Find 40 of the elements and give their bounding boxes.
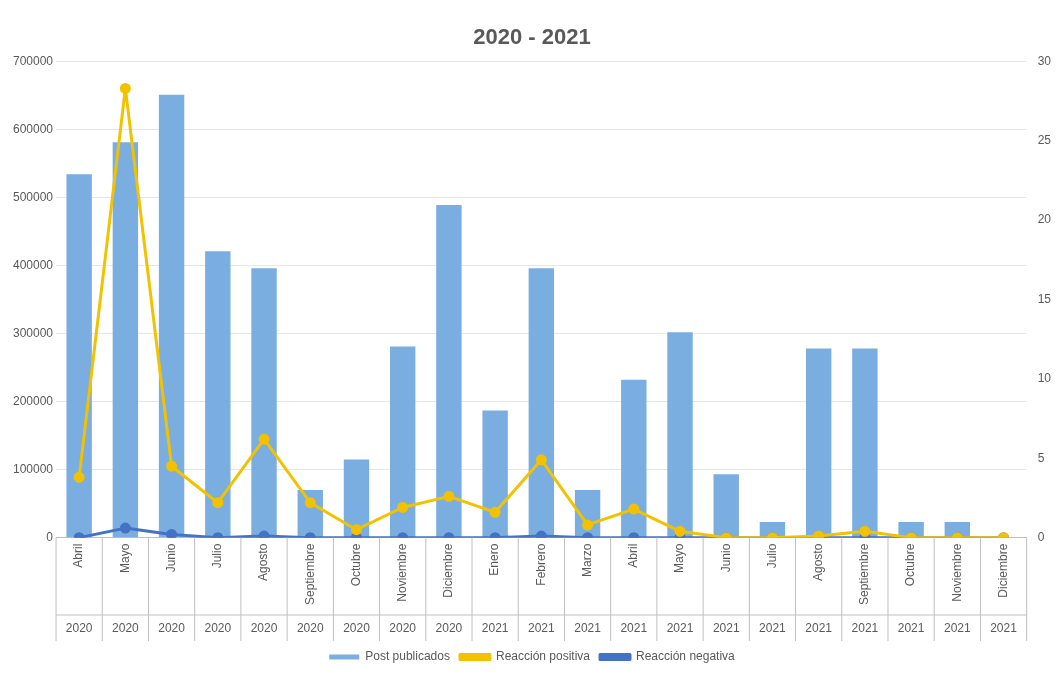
category-label: Julio 2020: [204, 543, 232, 636]
y-tick-label: 300000: [13, 325, 54, 340]
legend-label: Reacción positiva: [495, 649, 591, 664]
category-label: Septiembre 2021: [851, 543, 879, 636]
y2-tick-label: 25: [1037, 133, 1052, 148]
category-label: Abril 2021: [620, 543, 648, 636]
category-label: Junio 2021: [712, 543, 740, 636]
category-label: Enero 2021: [481, 543, 509, 636]
y-tick-label: 600000: [13, 121, 54, 136]
category-label: Abril 2020: [65, 543, 93, 636]
y2-tick-label: 0: [1037, 529, 1045, 544]
y-tick-label: 500000: [13, 189, 54, 204]
category-label: Diciembre 2020: [435, 543, 463, 636]
category-label: Noviembre 2020: [389, 543, 417, 636]
y2-tick-label: 30: [1037, 53, 1052, 68]
category-label: Diciembre 2021: [990, 543, 1017, 636]
category-label: Agosto 2021: [805, 543, 833, 636]
legend-label: Post publicados: [365, 649, 450, 664]
category-label: Septiembre 2020: [296, 543, 324, 636]
y2-tick-label: 5: [1037, 450, 1045, 465]
chart-title: 2020 - 2021: [473, 24, 591, 50]
y-tick-label: 400000: [13, 257, 54, 272]
category-label: Julio 2021: [759, 543, 786, 636]
y-tick-label: 200000: [13, 393, 54, 408]
category-label: Octubre 2020: [343, 543, 370, 636]
category-label: Mayo 2021: [666, 543, 694, 636]
category-label: Agosto 2020: [250, 543, 278, 636]
y2-tick-label: 20: [1037, 212, 1052, 227]
y-tick-label: 700000: [13, 53, 54, 68]
y-tick-label: 100000: [13, 461, 54, 476]
y2-tick-label: 15: [1037, 291, 1052, 306]
category-label: Marzo 2021: [574, 543, 601, 636]
category-label: Mayo 2020: [112, 543, 139, 636]
category-label: Octubre 2021: [897, 543, 925, 636]
category-label: Febrero 2021: [528, 543, 555, 636]
legend-label: Reacción negativa: [636, 649, 736, 664]
y-tick-label: 0: [46, 529, 54, 544]
y2-tick-label: 10: [1037, 371, 1052, 386]
category-label: Noviembre 2021: [943, 543, 971, 636]
category-label: Junio 2020: [158, 543, 185, 636]
